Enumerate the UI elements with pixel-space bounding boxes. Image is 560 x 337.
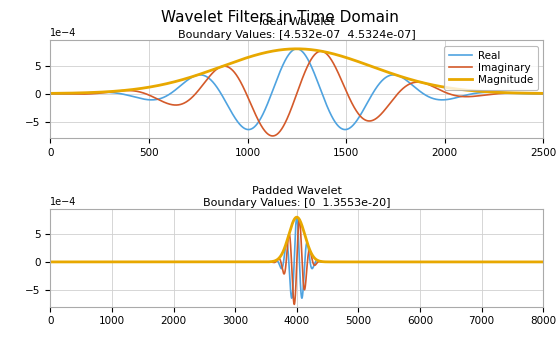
Imaginary <box>540 260 547 264</box>
Magnitude <box>293 215 300 219</box>
Magnitude <box>47 91 54 95</box>
Real <box>288 296 295 300</box>
Line: Real: Real <box>50 217 543 298</box>
Imaginary <box>143 92 150 96</box>
Real <box>47 260 54 264</box>
Line: Magnitude: Magnitude <box>50 217 543 262</box>
Magnitude <box>47 260 54 264</box>
Real <box>293 215 300 219</box>
Imaginary <box>301 71 307 75</box>
Real <box>192 74 198 78</box>
Magnitude <box>352 260 358 264</box>
Imaginary <box>198 260 205 264</box>
Magnitude <box>342 260 349 264</box>
Title: Padded Wavelet
Boundary Values: [0  1.3553e-20]: Padded Wavelet Boundary Values: [0 1.355… <box>203 186 390 208</box>
Imaginary <box>47 260 54 264</box>
Real <box>143 97 150 101</box>
Imaginary <box>66 92 72 96</box>
Line: Real: Real <box>50 49 543 129</box>
Magnitude <box>455 260 461 264</box>
Imaginary <box>342 260 349 264</box>
Imaginary <box>455 260 461 264</box>
Real <box>66 92 72 96</box>
Imaginary <box>540 91 547 95</box>
Line: Imaginary: Imaginary <box>50 51 543 136</box>
Legend: Real, Imaginary, Magnitude: Real, Imaginary, Magnitude <box>444 45 538 90</box>
Magnitude <box>540 91 547 95</box>
Imaginary <box>142 92 148 96</box>
Magnitude <box>472 260 479 264</box>
Imaginary <box>318 49 324 53</box>
Imaginary <box>269 134 276 138</box>
Magnitude <box>94 90 100 94</box>
Real <box>245 127 252 131</box>
Title: Ideal Wavelet
Boundary Values: [4.532e-07  4.5324e-07]: Ideal Wavelet Boundary Values: [4.532e-0… <box>178 17 416 40</box>
Magnitude <box>540 260 547 264</box>
Line: Imaginary: Imaginary <box>50 219 543 304</box>
Magnitude <box>143 86 150 90</box>
Line: Magnitude: Magnitude <box>50 49 543 93</box>
Imaginary <box>296 217 303 221</box>
Real <box>540 260 547 264</box>
Real <box>419 260 426 264</box>
Real <box>293 47 300 51</box>
Text: Wavelet Filters in Time Domain: Wavelet Filters in Time Domain <box>161 10 399 25</box>
Magnitude <box>66 91 72 95</box>
Magnitude <box>198 260 205 264</box>
Real <box>47 92 54 96</box>
Real <box>472 260 479 264</box>
Real <box>540 92 547 96</box>
Magnitude <box>301 47 307 51</box>
Imaginary <box>192 93 198 97</box>
Real <box>352 260 358 264</box>
Real <box>455 260 461 264</box>
Magnitude <box>293 47 300 51</box>
Real <box>342 260 349 264</box>
Magnitude <box>192 74 198 78</box>
Imaginary <box>419 260 426 264</box>
Real <box>94 90 100 94</box>
Imaginary <box>291 302 297 306</box>
Imaginary <box>472 260 479 264</box>
Real <box>142 97 148 101</box>
Magnitude <box>142 86 148 90</box>
Imaginary <box>352 260 358 264</box>
Imaginary <box>47 92 54 96</box>
Real <box>301 52 308 56</box>
Magnitude <box>419 260 426 264</box>
Imaginary <box>94 91 100 95</box>
Real <box>198 260 205 264</box>
